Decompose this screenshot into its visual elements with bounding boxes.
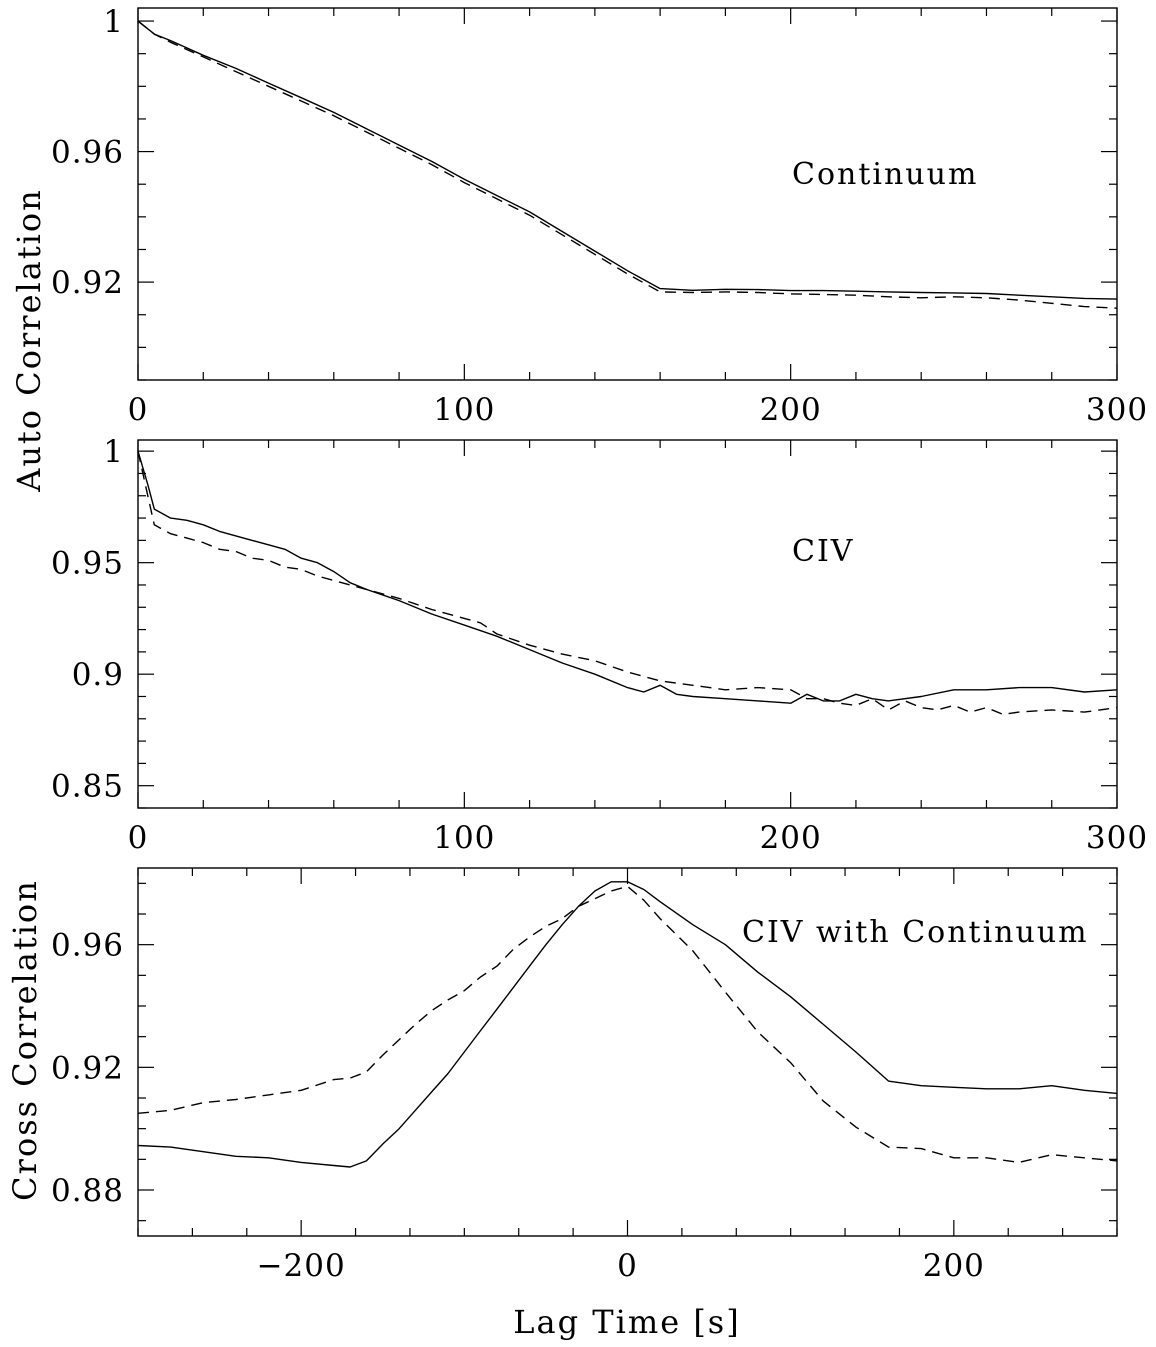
series-line-solid — [137, 881, 1118, 1168]
panel-continuum: 0 100 200 300 1 0.96 0.92 Continuum — [51, 4, 1148, 428]
y-tick-label: 0.96 — [51, 135, 124, 171]
series-line-solid — [137, 20, 1118, 300]
series-line-solid — [137, 451, 1118, 704]
y-tick-label: 0.96 — [51, 928, 124, 964]
ylabel-cross-correlation: Cross Correlation — [6, 879, 44, 1201]
series-line-dashed — [137, 20, 1118, 309]
y-tick-label: 0.9 — [72, 657, 124, 693]
y-tick-label: 0.92 — [51, 1050, 124, 1086]
x-tick-label: 300 — [1086, 392, 1148, 428]
y-tick-label: 0.92 — [51, 265, 124, 301]
x-tick-label: 200 — [760, 392, 822, 428]
x-tick-label: 200 — [923, 1248, 985, 1284]
x-tick-label: 200 — [760, 820, 822, 856]
x-tick-label: 300 — [1086, 820, 1148, 856]
x-tick-label: 0 — [617, 1248, 638, 1284]
panel-annotation: CIV — [792, 534, 854, 569]
y-tick-label: 0.85 — [51, 769, 124, 805]
y-tick-label: 0.95 — [51, 546, 124, 582]
panel-civ: 0 100 200 300 1 0.95 0.9 0.85 CIV — [51, 434, 1148, 856]
plot-frame — [137, 7, 1118, 381]
xlabel-lag-time: Lag Time [s] — [513, 1303, 740, 1341]
panel-civ-with-continuum: −200 0 200 0.96 0.92 0.88 CIV with Continuum — [51, 867, 1118, 1284]
ylabel-auto-correlation: Auto Correlation — [10, 188, 48, 493]
x-tick-label: 0 — [128, 392, 149, 428]
y-tick-label: 0.88 — [51, 1173, 124, 1209]
plot-frame — [137, 439, 1118, 809]
x-tick-label: 0 — [128, 820, 149, 856]
y-tick-label: 1 — [103, 4, 124, 40]
series-line-dashed — [137, 885, 1118, 1164]
x-tick-label: 100 — [433, 392, 495, 428]
panel-annotation: CIV with Continuum — [742, 915, 1089, 950]
y-tick-label: 1 — [103, 434, 124, 470]
x-tick-label: 100 — [433, 820, 495, 856]
x-tick-label: −200 — [257, 1248, 346, 1284]
series-line-dashed — [137, 451, 1118, 715]
panel-annotation: Continuum — [792, 157, 978, 192]
